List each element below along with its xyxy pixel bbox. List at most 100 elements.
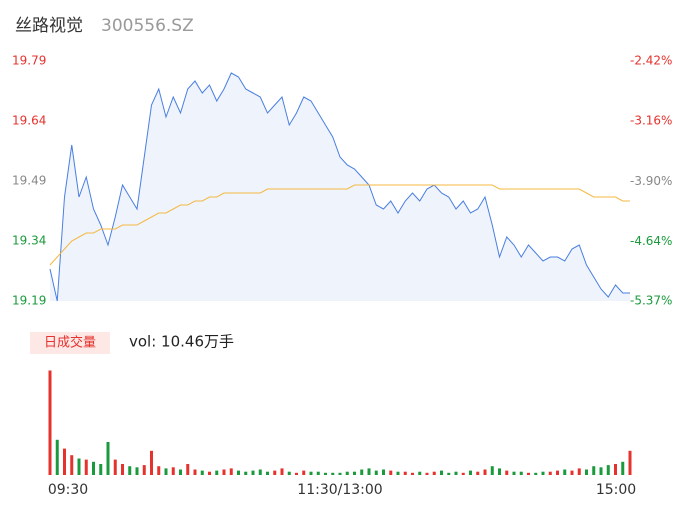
volume-summary: vol: 10.46万手 (129, 333, 234, 351)
volume-bar (237, 470, 240, 475)
volume-bar (287, 471, 291, 475)
volume-bar (251, 470, 255, 475)
price-line (49, 72, 630, 302)
volume-bar (389, 470, 393, 475)
volume-bar (48, 370, 52, 475)
y-tick-label: 19.79 (12, 54, 46, 68)
volume-bar (367, 468, 371, 475)
volume-bar (606, 465, 610, 475)
volume-bar (273, 470, 277, 475)
volume-bar (316, 471, 320, 475)
x-tick-label: 09:30 (48, 482, 88, 498)
volume-bar (150, 450, 153, 475)
volume-bar (99, 464, 103, 475)
volume-bar (432, 471, 436, 475)
volume-bar (157, 466, 161, 475)
y2-tick-label: -5.37% (630, 294, 672, 308)
avg-line (49, 184, 630, 266)
volume-bar (476, 471, 480, 475)
volume-label-box (30, 332, 110, 354)
volume-bar (309, 471, 313, 475)
volume-bar (469, 470, 472, 475)
y2-tick-label: -3.16% (630, 114, 672, 128)
volume-bar (193, 469, 197, 475)
volume-bar (592, 466, 596, 475)
volume-bar (447, 472, 451, 475)
volume-bar (200, 470, 204, 475)
volume-bar (222, 469, 226, 475)
volume-bar (461, 472, 465, 475)
volume-bar (621, 461, 625, 475)
volume-bar (302, 470, 306, 475)
volume-bar (577, 468, 581, 475)
volume-bar (403, 471, 407, 475)
volume-bar (628, 450, 632, 475)
y-tick-label: 19.34 (12, 234, 46, 248)
volume-bar (179, 469, 182, 475)
volume-bar (519, 471, 523, 475)
price-area (50, 73, 630, 301)
volume-bar (570, 470, 574, 475)
volume-bar (541, 471, 545, 475)
x-tick-label: 15:00 (596, 482, 636, 498)
volume-bar (280, 468, 284, 475)
x-tick-label: 11:30/13:00 (297, 482, 382, 498)
y2-tick-label: -2.42% (630, 54, 672, 68)
volume-bar (142, 465, 146, 475)
volume-bar (360, 469, 364, 475)
volume-bar (440, 470, 443, 475)
volume-bar (396, 471, 400, 475)
volume-bar (563, 469, 567, 475)
volume-bar (84, 459, 88, 475)
volume-bar (483, 469, 487, 475)
volume-bar (186, 464, 190, 475)
volume-bar (244, 471, 248, 475)
volume-bar (498, 468, 501, 475)
y-tick-label: 19.19 (12, 294, 46, 308)
volume-bar (585, 469, 588, 475)
y-tick-label: 19.64 (12, 114, 46, 128)
y-tick-label: 19.49 (12, 174, 46, 188)
volume-bar (266, 471, 269, 475)
y2-tick-label: -4.64% (630, 234, 672, 248)
stock-code: 300556.SZ (101, 16, 194, 36)
y2-tick-label: -3.90% (630, 174, 672, 188)
volume-bar (382, 469, 385, 475)
volume-bar (527, 472, 530, 475)
volume-bar (215, 470, 219, 475)
volume-bar (599, 467, 603, 475)
volume-bar (324, 472, 327, 475)
volume-bar (63, 448, 66, 475)
volume-bar (106, 442, 110, 475)
volume-bar (135, 467, 139, 475)
stock-name: 丝路视觉 (15, 16, 83, 36)
volume-bar (55, 439, 59, 475)
volume-bar (121, 464, 124, 475)
volume-bar (92, 461, 95, 475)
volume-bar (454, 471, 458, 475)
volume-bar (128, 466, 132, 475)
volume-bar (345, 471, 349, 475)
volume-bar (77, 458, 81, 475)
volume-bar (338, 472, 342, 475)
volume-bar (614, 464, 617, 475)
volume-bar (512, 471, 516, 475)
volume-bar (353, 471, 356, 475)
volume-bar (505, 470, 509, 475)
volume-bar (331, 472, 335, 475)
volume-bar (411, 472, 414, 475)
volume-bar (70, 455, 74, 475)
volume-bar (548, 471, 552, 475)
volume-bar (295, 472, 298, 475)
volume-bar (425, 472, 429, 475)
volume-label: 日成交量 (44, 335, 96, 351)
volume-bar (164, 468, 168, 475)
volume-bar (208, 471, 211, 475)
volume-bar (171, 467, 175, 475)
volume-bar (113, 459, 117, 475)
volume-bar (534, 472, 538, 475)
volume-bar (374, 470, 378, 475)
volume-bar (258, 469, 262, 475)
volume-bar (556, 470, 559, 475)
